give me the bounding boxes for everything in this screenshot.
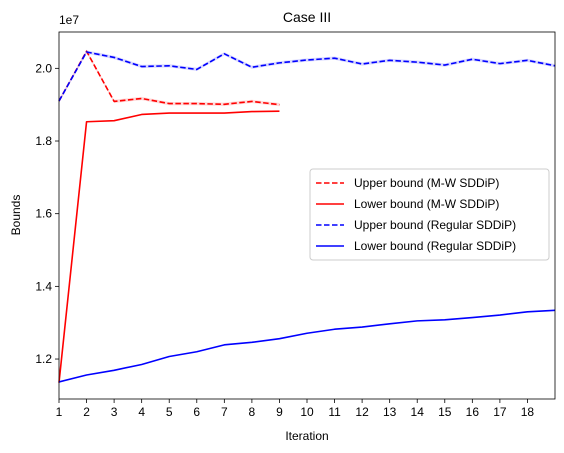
x-tick-label: 10 — [300, 405, 314, 419]
x-axis: 1 2 3 4 5 6 7 8 9 10 11 12 13 14 15 16 17 18 — [56, 399, 535, 419]
series-line-2 — [58, 51, 556, 102]
x-tick-label: 8 — [249, 405, 256, 419]
y-tick-label: 1.8 — [35, 134, 52, 148]
y-tick-label: 1.4 — [35, 279, 52, 293]
legend-label: Upper bound (Regular SDDiP) — [354, 218, 516, 232]
x-tick-label: 2 — [83, 405, 90, 419]
x-tick-label: 4 — [138, 405, 145, 419]
y-tick-label: 2.0 — [35, 61, 52, 75]
series-band-2 — [59, 50, 555, 103]
y-axis-label: Bounds — [9, 195, 23, 236]
chart-title: Case III — [283, 9, 331, 25]
y-scale-label: 1e7 — [59, 13, 79, 27]
x-tick-label: 6 — [193, 405, 200, 419]
plot-area — [58, 49, 556, 383]
x-tick-label: 5 — [166, 405, 173, 419]
series-line-0 — [58, 50, 280, 106]
legend-box — [309, 168, 550, 261]
y-axis: 1.2 1.4 1.6 1.8 2.0 — [35, 61, 59, 366]
x-tick-label: 11 — [328, 405, 341, 419]
x-axis-label: Iteration — [285, 429, 328, 443]
x-tick-label: 12 — [355, 405, 369, 419]
x-tick-label: 3 — [111, 405, 118, 419]
series-band-0 — [59, 49, 280, 107]
x-tick-label: 16 — [466, 405, 480, 419]
legend: Upper bound (M-W SDDiP) Lower bound (M-W … — [309, 168, 550, 261]
x-tick-label: 9 — [276, 405, 283, 419]
legend-label: Lower bound (M-W SDDiP) — [354, 197, 499, 211]
x-tick-label: 15 — [438, 405, 452, 419]
x-tick-label: 13 — [383, 405, 397, 419]
y-tick-label: 1.2 — [35, 352, 52, 366]
x-tick-label: 18 — [521, 405, 535, 419]
legend-label: Lower bound (Regular SDDiP) — [354, 239, 516, 253]
series-line-1 — [58, 110, 280, 383]
x-tick-label: 1 — [56, 405, 63, 419]
x-tick-label: 14 — [411, 405, 425, 419]
y-tick-label: 1.6 — [35, 207, 52, 221]
legend-label: Upper bound (M-W SDDiP) — [354, 176, 499, 190]
x-tick-label: 17 — [493, 405, 507, 419]
series-line-3 — [58, 309, 556, 383]
x-tick-label: 7 — [221, 405, 228, 419]
